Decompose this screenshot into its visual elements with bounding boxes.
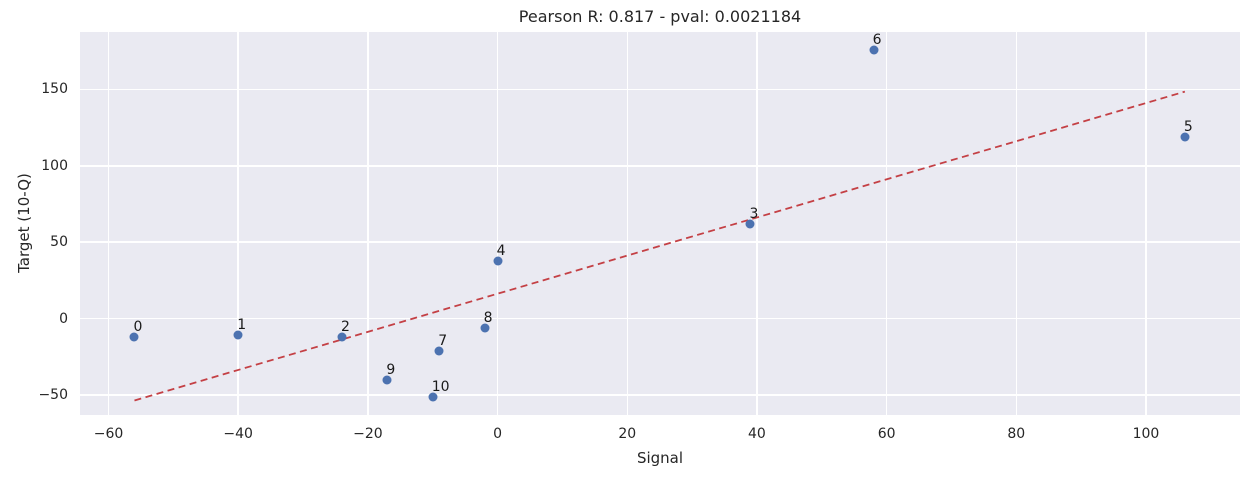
x-tick-label: −60 (93, 426, 124, 442)
point-label-4: 4 (496, 242, 506, 259)
x-tick-label: 60 (877, 426, 896, 442)
plot-area: 0 1 2 3 4 5 6 7 8 9 10 (80, 32, 1240, 415)
x-gridline (496, 32, 499, 415)
data-point-8 (480, 323, 490, 333)
x-tick-label: 80 (1007, 426, 1026, 442)
y-tick-label: 0 (59, 310, 68, 327)
x-gridline (107, 32, 110, 415)
x-axis-label: Signal (636, 449, 684, 467)
x-gridline (1015, 32, 1018, 415)
y-tick-label: −50 (38, 387, 68, 404)
point-label-9: 9 (386, 361, 396, 378)
y-gridline (80, 317, 1240, 320)
x-tick-label: −40 (223, 426, 253, 442)
y-tick-label: 100 (41, 157, 68, 174)
y-tick-label: 50 (50, 234, 68, 251)
y-gridline (80, 241, 1240, 243)
point-label-0: 0 (133, 319, 143, 336)
point-label-6: 6 (872, 31, 882, 48)
x-tick-label: 0 (493, 426, 503, 442)
data-point-9 (382, 375, 392, 385)
point-label-7: 7 (438, 332, 448, 349)
data-point-4 (493, 256, 503, 266)
point-label-8: 8 (483, 309, 493, 326)
y-gridline (80, 165, 1240, 167)
point-label-5: 5 (1183, 118, 1193, 135)
data-point-7 (434, 346, 444, 356)
data-point-6 (869, 45, 879, 55)
data-point-0 (129, 332, 139, 342)
y-gridline (80, 88, 1240, 91)
point-label-10: 10 (431, 378, 450, 395)
data-point-3 (745, 219, 755, 229)
x-tick-label: 100 (1132, 426, 1160, 442)
x-gridline (237, 32, 239, 415)
data-point-1 (233, 330, 243, 340)
x-tick-label: −20 (353, 426, 383, 442)
y-axis-label: Target (10-Q) (15, 173, 33, 273)
trendline-layer (134, 90, 1186, 402)
point-label-2: 2 (340, 319, 350, 336)
x-gridline (367, 32, 369, 415)
trendline (134, 90, 1186, 402)
point-label-1: 1 (237, 317, 247, 334)
y-gridline (80, 394, 1240, 396)
x-gridline (626, 32, 628, 415)
x-tick-label: 40 (748, 426, 766, 442)
chart-title: Pearson R: 0.817 - pval: 0.0021184 (518, 7, 802, 26)
x-gridline (756, 32, 758, 415)
x-tick-label: 20 (618, 426, 637, 442)
point-label-3: 3 (749, 205, 759, 222)
data-point-2 (337, 332, 347, 342)
data-point-10 (428, 392, 438, 402)
x-gridline (885, 32, 888, 415)
data-point-5 (1180, 132, 1190, 142)
x-gridline (1145, 32, 1147, 415)
y-tick-label: 150 (41, 81, 68, 98)
